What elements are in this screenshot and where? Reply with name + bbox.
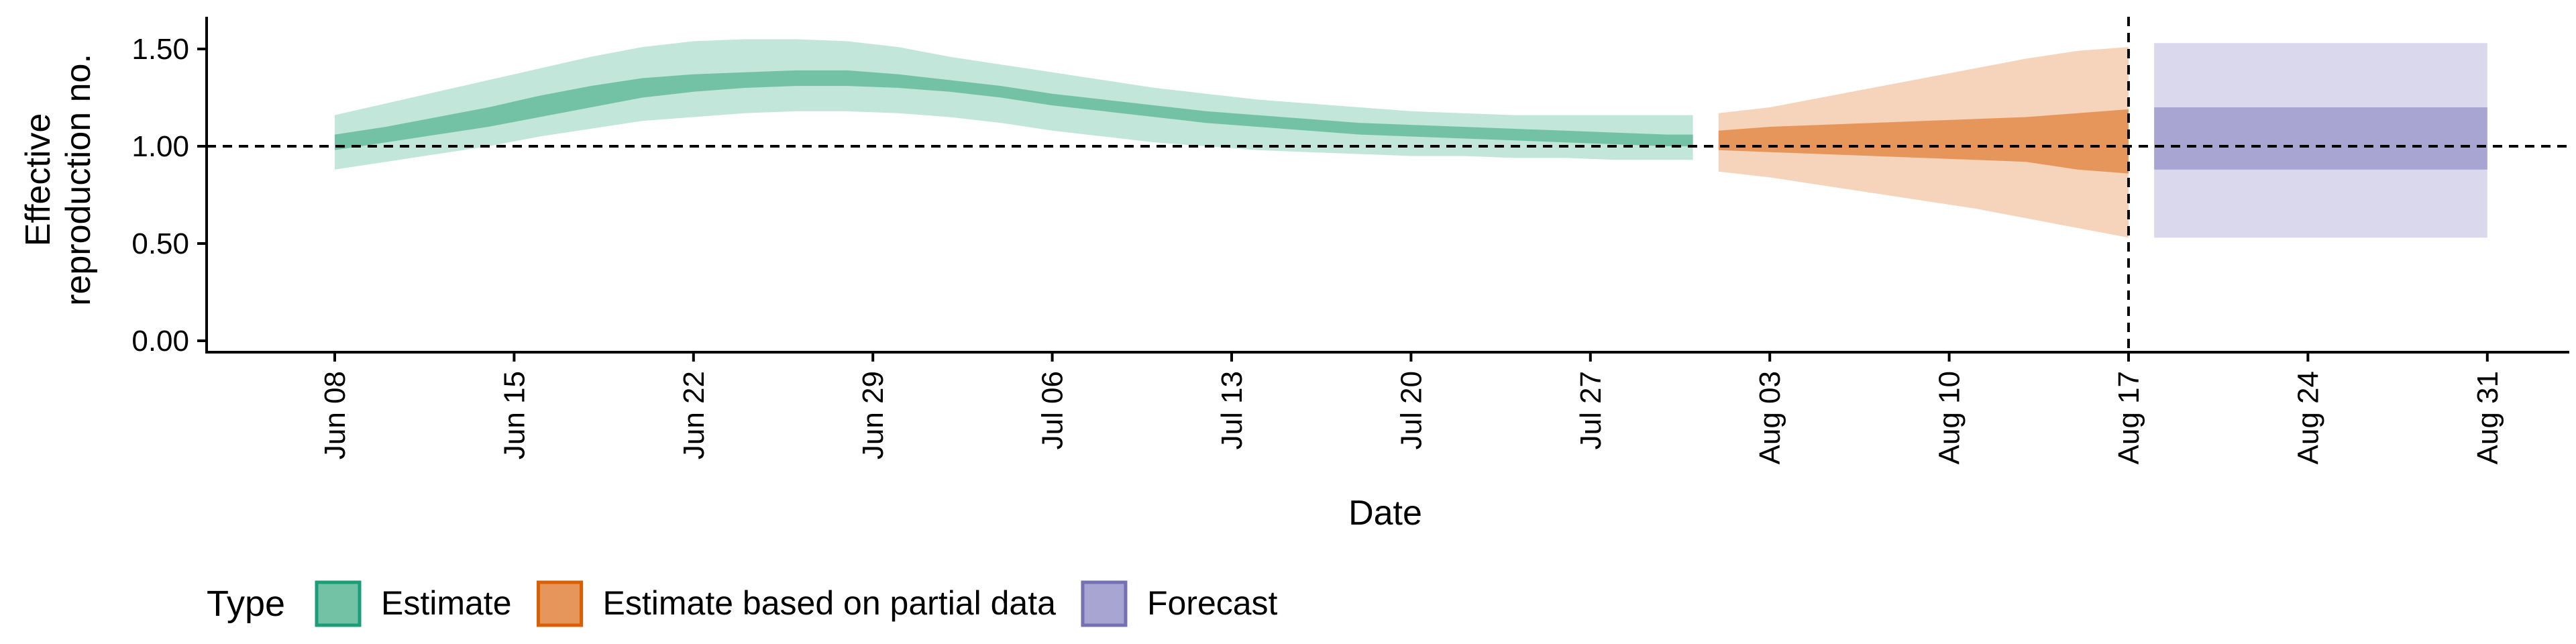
x-tick-label: Jul 20: [1395, 371, 1428, 449]
y-axis-title: Effective reproduction no.: [19, 54, 98, 306]
legend-key-forecast: [1081, 580, 1128, 627]
reference-lines: [207, 17, 2569, 352]
legend-key-estimate-based-on-partial-data: [537, 580, 584, 627]
x-tick-label: Jul 27: [1574, 371, 1607, 449]
series-bands: [335, 39, 2487, 238]
x-axis-title: Date: [1348, 494, 1422, 533]
y-tick-label: 1.00: [131, 130, 189, 163]
band-inner-estimate: [335, 70, 1693, 150]
y-ticks: 0.00 0.50 1.00 1.50: [131, 33, 207, 358]
x-tick-label: Jun 15: [498, 371, 531, 460]
band-inner-forecast: [2154, 107, 2487, 170]
legend-title: Type: [207, 584, 285, 624]
x-tick-label: Jul 06: [1036, 371, 1069, 449]
y-axis-title-line-1: Effective: [19, 113, 58, 246]
band-inner-estimate-based-on-partial-data: [1718, 109, 2129, 174]
x-tick-label: Jun 22: [678, 371, 710, 460]
y-tick-label: 0.50: [131, 227, 189, 260]
legend: Type Estimate Estimate based on partial d…: [207, 580, 1278, 627]
x-tick-label: Aug 10: [1933, 371, 1966, 464]
y-tick-label: 1.50: [131, 33, 189, 66]
axes: [205, 17, 2569, 354]
legend-label-estimate-based-on-partial-data: Estimate based on partial data: [603, 584, 1057, 622]
y-axis-title-line-2: reproduction no.: [59, 54, 98, 306]
x-tick-label: Jun 08: [319, 371, 352, 460]
x-tick-label: Aug 17: [2112, 371, 2145, 464]
legend-label-forecast: Forecast: [1147, 584, 1278, 622]
y-tick-label: 0.00: [131, 325, 189, 358]
x-ticks: Jun 08 Jun 15 Jun 22 Jun 29 Jul 06 Jul 13 Jul …: [319, 352, 2504, 464]
x-tick-label: Aug 03: [1754, 371, 1786, 464]
band-outer-estimate: [335, 39, 1693, 170]
x-tick-label: Jul 13: [1216, 371, 1248, 449]
x-tick-label: Jun 29: [857, 371, 890, 460]
legend-label-estimate: Estimate: [381, 584, 512, 622]
x-tick-label: Aug 24: [2292, 371, 2324, 464]
legend-key-estimate: [315, 580, 362, 627]
x-tick-label: Aug 31: [2471, 371, 2504, 464]
